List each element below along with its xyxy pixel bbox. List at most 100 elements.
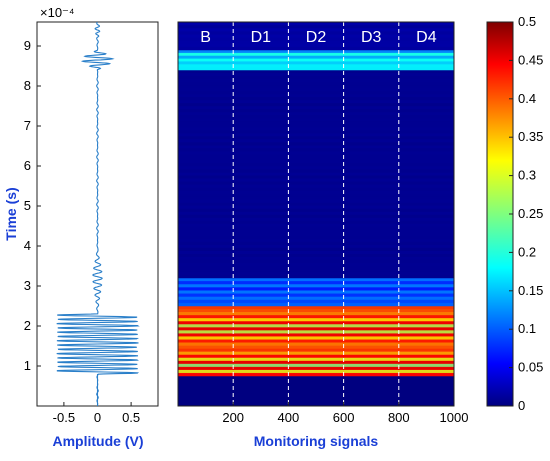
heatmap-stripe	[178, 284, 454, 288]
heatmap-stripe	[178, 121, 454, 125]
heatmap-stripe	[178, 160, 454, 164]
heatmap-stripe	[178, 253, 454, 258]
heatmap-stripe	[178, 360, 454, 365]
colorbar-tick-label: 0.3	[518, 168, 536, 183]
heatmap-xticks: 200 400 600 800 1000	[222, 402, 468, 425]
heatmap-stripe	[178, 205, 454, 209]
waveform-ytick-label: 1	[24, 358, 31, 373]
colorbar: 0 0.05 0.1 0.15 0.2 0.25 0.3 0.35 0.4 0.45 0.5	[486, 14, 543, 413]
colorbar-tick-label: 0.05	[518, 360, 543, 375]
heatmap-stripe	[178, 287, 454, 291]
heatmap-stripe	[178, 163, 454, 167]
heatmap-stripe	[178, 202, 454, 206]
waveform-ytick-label: 6	[24, 158, 31, 173]
heatmap-stripe	[178, 169, 454, 173]
heatmap-stripe	[178, 43, 454, 48]
colorbar-tick-label: 0.45	[518, 52, 543, 67]
heatmap-stripe	[178, 208, 454, 212]
heatmap-stripe	[178, 139, 454, 143]
waveform-ytick-label: 8	[24, 78, 31, 93]
heatmap-stripe	[178, 142, 454, 146]
waveform-plot: ×10⁻⁴ 1 2 3 4 5 6 7 8 9 -0.5 0 0.5 Time (s) Amplit…	[3, 5, 159, 449]
heatmap-stripe	[178, 25, 454, 29]
heatmap-stripe	[178, 52, 454, 57]
heatmap-segment-labels: B D1 D2 D3 D4	[200, 29, 436, 46]
heatmap-stripe	[178, 73, 454, 77]
waveform-ytick-label: 5	[24, 198, 31, 213]
heatmap-stripe	[178, 106, 454, 110]
heatmap-stripe	[178, 306, 454, 310]
heatmap-stripe	[178, 333, 454, 337]
heatmap-stripe	[178, 366, 454, 371]
heatmap-stripe	[178, 247, 454, 252]
heatmap-stripe	[178, 127, 454, 131]
waveform-xtick-label: 0.5	[122, 410, 140, 425]
segment-label: D3	[361, 29, 382, 46]
heatmap-stripe	[178, 351, 454, 355]
heatmap-stripe	[178, 262, 454, 267]
heatmap-stripe	[178, 199, 454, 203]
heatmap-stripe	[178, 97, 454, 101]
waveform-xticks: -0.5 0 0.5	[53, 402, 140, 425]
heatmap-stripe	[178, 133, 454, 137]
segment-label: D4	[416, 29, 437, 46]
heatmap-stripe	[178, 324, 454, 328]
heatmap-stripe	[178, 223, 454, 228]
heatmap-stripe	[178, 241, 454, 246]
heatmap-stripe	[178, 278, 454, 282]
heatmap-stripe	[178, 238, 454, 243]
segment-label: D2	[306, 29, 327, 46]
heatmap-stripe	[178, 37, 454, 41]
heatmap-stripe	[178, 339, 454, 343]
heatmap-stripe	[178, 55, 454, 59]
waveform-exponent-label: ×10⁻⁴	[40, 5, 75, 20]
heatmap-stripe	[178, 345, 454, 349]
heatmap-stripe	[178, 22, 454, 26]
waveform-xtick-label: -0.5	[53, 410, 75, 425]
heatmap-stripe	[178, 327, 454, 331]
heatmap-stripe	[178, 229, 454, 234]
colorbar-tick-label: 0.25	[518, 206, 543, 221]
heatmap-stripe	[178, 363, 454, 368]
waveform-ytick-label: 4	[24, 238, 31, 253]
heatmap-plot: B D1 D2 D3 D4 200 400 600 800 1000 Monitoring si…	[177, 21, 468, 449]
heatmap-stripe	[178, 271, 454, 276]
heatmap-dividers	[232, 22, 400, 406]
heatmap-stripe	[178, 299, 454, 304]
heatmap-stripe	[178, 178, 454, 182]
heatmap-stripe	[178, 214, 454, 219]
heatmap-stripe	[178, 91, 454, 95]
heatmap-stripe	[178, 321, 454, 325]
heatmap-stripe	[178, 226, 454, 231]
waveform-ytick-label: 7	[24, 118, 31, 133]
heatmap-stripe	[178, 244, 454, 249]
heatmap-stripe	[178, 268, 454, 273]
heatmap-stripe	[178, 94, 454, 98]
heatmap-stripe	[178, 50, 454, 54]
heatmap-stripe	[178, 235, 454, 240]
segment-label: B	[200, 29, 211, 46]
heatmap-stripe	[178, 369, 454, 374]
heatmap-stripe	[178, 148, 454, 152]
segment-label: D1	[251, 29, 272, 46]
heatmap-stripe	[178, 100, 454, 104]
heatmap-stripe	[178, 172, 454, 176]
heatmap-frame	[177, 21, 455, 407]
colorbar-gradient	[486, 21, 514, 407]
heatmap-stripe	[178, 76, 454, 80]
heatmap-stripe	[178, 196, 454, 200]
heatmap-stripe	[178, 58, 454, 62]
heatmap-stripe	[178, 40, 454, 45]
heatmap-xtick-label: 400	[278, 410, 300, 425]
heatmap-stripe	[178, 274, 454, 279]
heatmap-stripe	[178, 302, 454, 307]
heatmap-stripe	[178, 184, 454, 188]
heatmap-stripe	[178, 154, 454, 158]
heatmap-stripe	[178, 67, 454, 71]
heatmap-stripe	[178, 211, 454, 215]
waveform-xlabel: Amplitude (V)	[53, 433, 144, 449]
heatmap-stripe	[178, 336, 454, 340]
heatmap-stripe	[178, 130, 454, 134]
heatmap-stripe	[178, 315, 454, 319]
heatmap-stripe	[178, 82, 454, 86]
